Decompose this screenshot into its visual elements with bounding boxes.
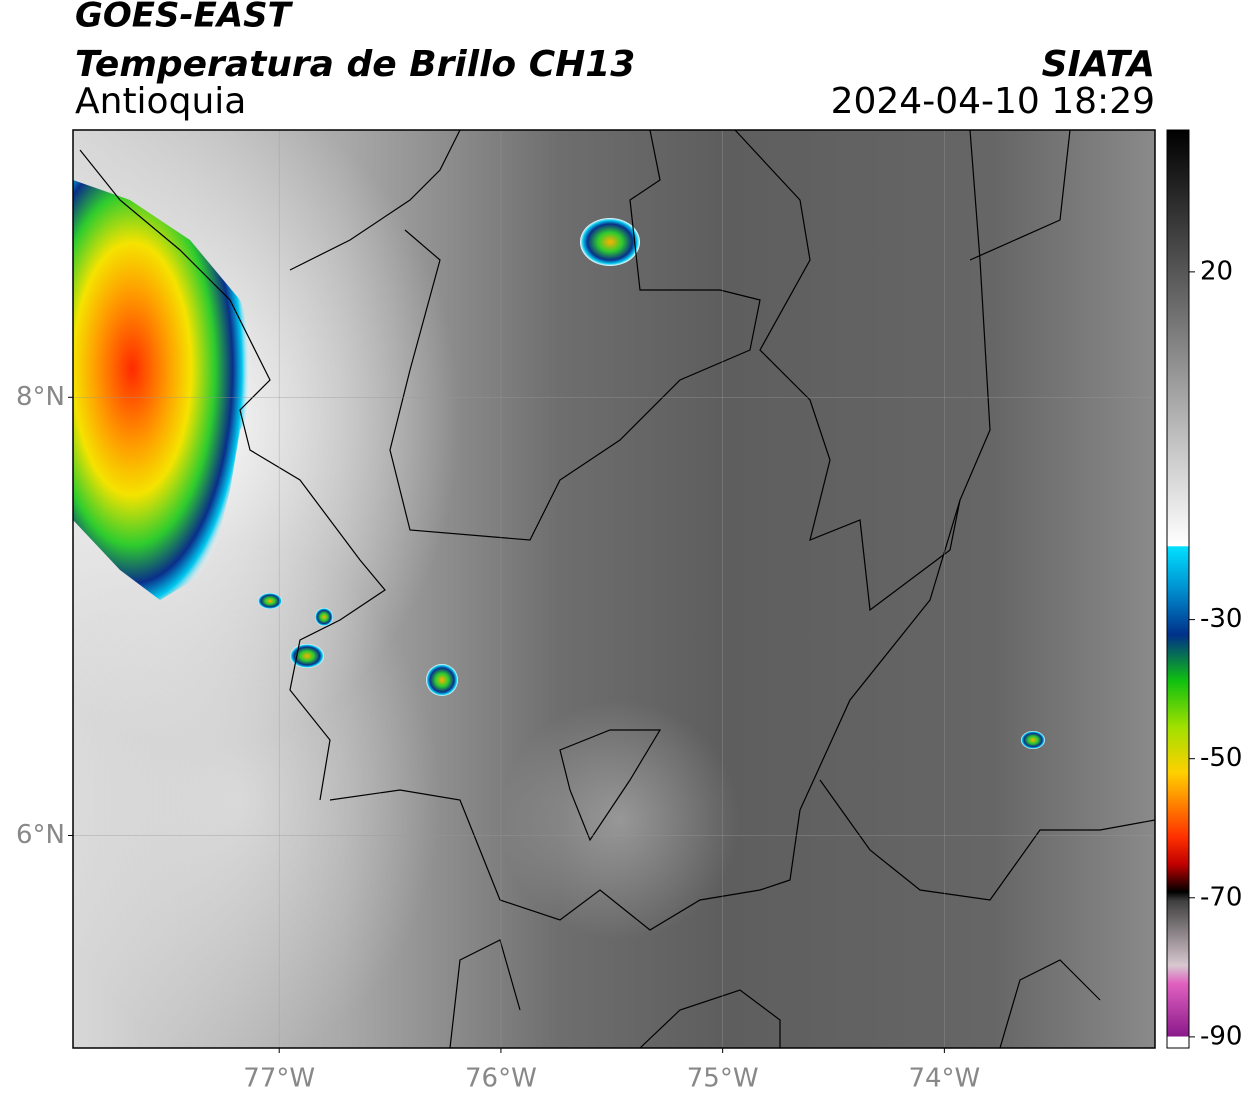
colorbar-tick-label: -70	[1200, 882, 1242, 912]
colorbar-tick-label: -50	[1200, 743, 1242, 773]
colorbar-tick-label: -90	[1200, 1021, 1242, 1051]
title: GOES-EAST	[75, 0, 294, 36]
x-tick-label: 76°W	[465, 1064, 537, 1094]
graticule	[68, 130, 1155, 1053]
source: SIATA	[1042, 44, 1155, 85]
colorbar-tick-label: -30	[1200, 604, 1242, 634]
timestamp: 2024-04-10 18:29	[831, 81, 1155, 122]
subtitle: Temperatura de Brillo CH13	[75, 44, 635, 85]
y-tick-label: 6°N	[16, 820, 65, 850]
map-frame	[72, 129, 1156, 1049]
region: Antioquia	[75, 81, 246, 122]
x-tick-label: 74°W	[908, 1064, 980, 1094]
colorbar	[1166, 129, 1190, 1049]
satellite-image	[73, 130, 1155, 1048]
y-tick-label: 8°N	[16, 382, 65, 412]
x-tick-label: 77°W	[243, 1064, 315, 1094]
colorbar-ticks: 20 -30 -50 -70 -90	[1189, 256, 1242, 1051]
colorbar-tick-label: 20	[1200, 256, 1233, 286]
x-tick-label: 75°W	[687, 1064, 759, 1094]
